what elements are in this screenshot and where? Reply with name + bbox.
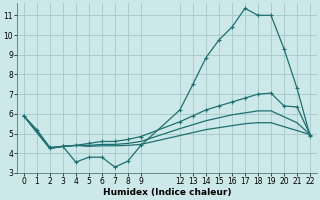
X-axis label: Humidex (Indice chaleur): Humidex (Indice chaleur) — [103, 188, 231, 197]
